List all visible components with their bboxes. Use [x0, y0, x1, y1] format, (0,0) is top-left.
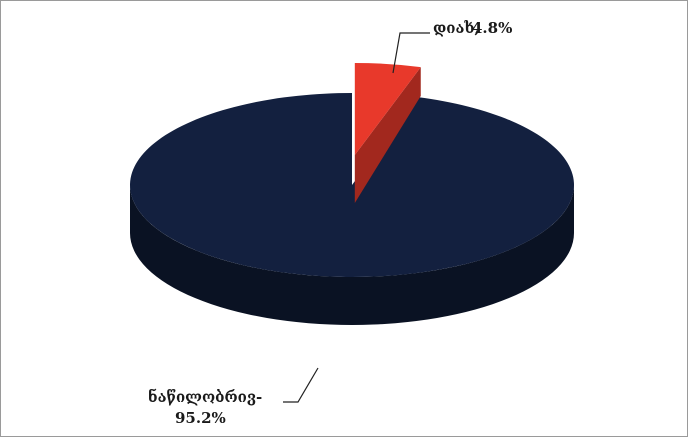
leader-line-yes [392, 32, 430, 74]
label-partially: ნაწილობრივ- 95.2% [148, 388, 262, 427]
label-partially-value: 95.2% [175, 409, 226, 427]
slice-partially [130, 93, 575, 325]
slice-partially-top [130, 93, 575, 277]
leader-lines [283, 32, 430, 403]
label-partially-name: ნაწილობრივ- [148, 388, 262, 406]
slice-yes-cut-face [354, 67, 421, 203]
slice-yes [354, 63, 421, 203]
slice-partially-side [130, 185, 574, 325]
label-yes-value: 4.8% [472, 19, 512, 37]
pie-slices [130, 63, 575, 325]
label-yes-name: დიახ, [433, 19, 480, 37]
leader-line-partially [283, 367, 319, 403]
slice-yes-top [354, 63, 421, 155]
label-yes: დიახ, 4.8% [433, 19, 512, 37]
